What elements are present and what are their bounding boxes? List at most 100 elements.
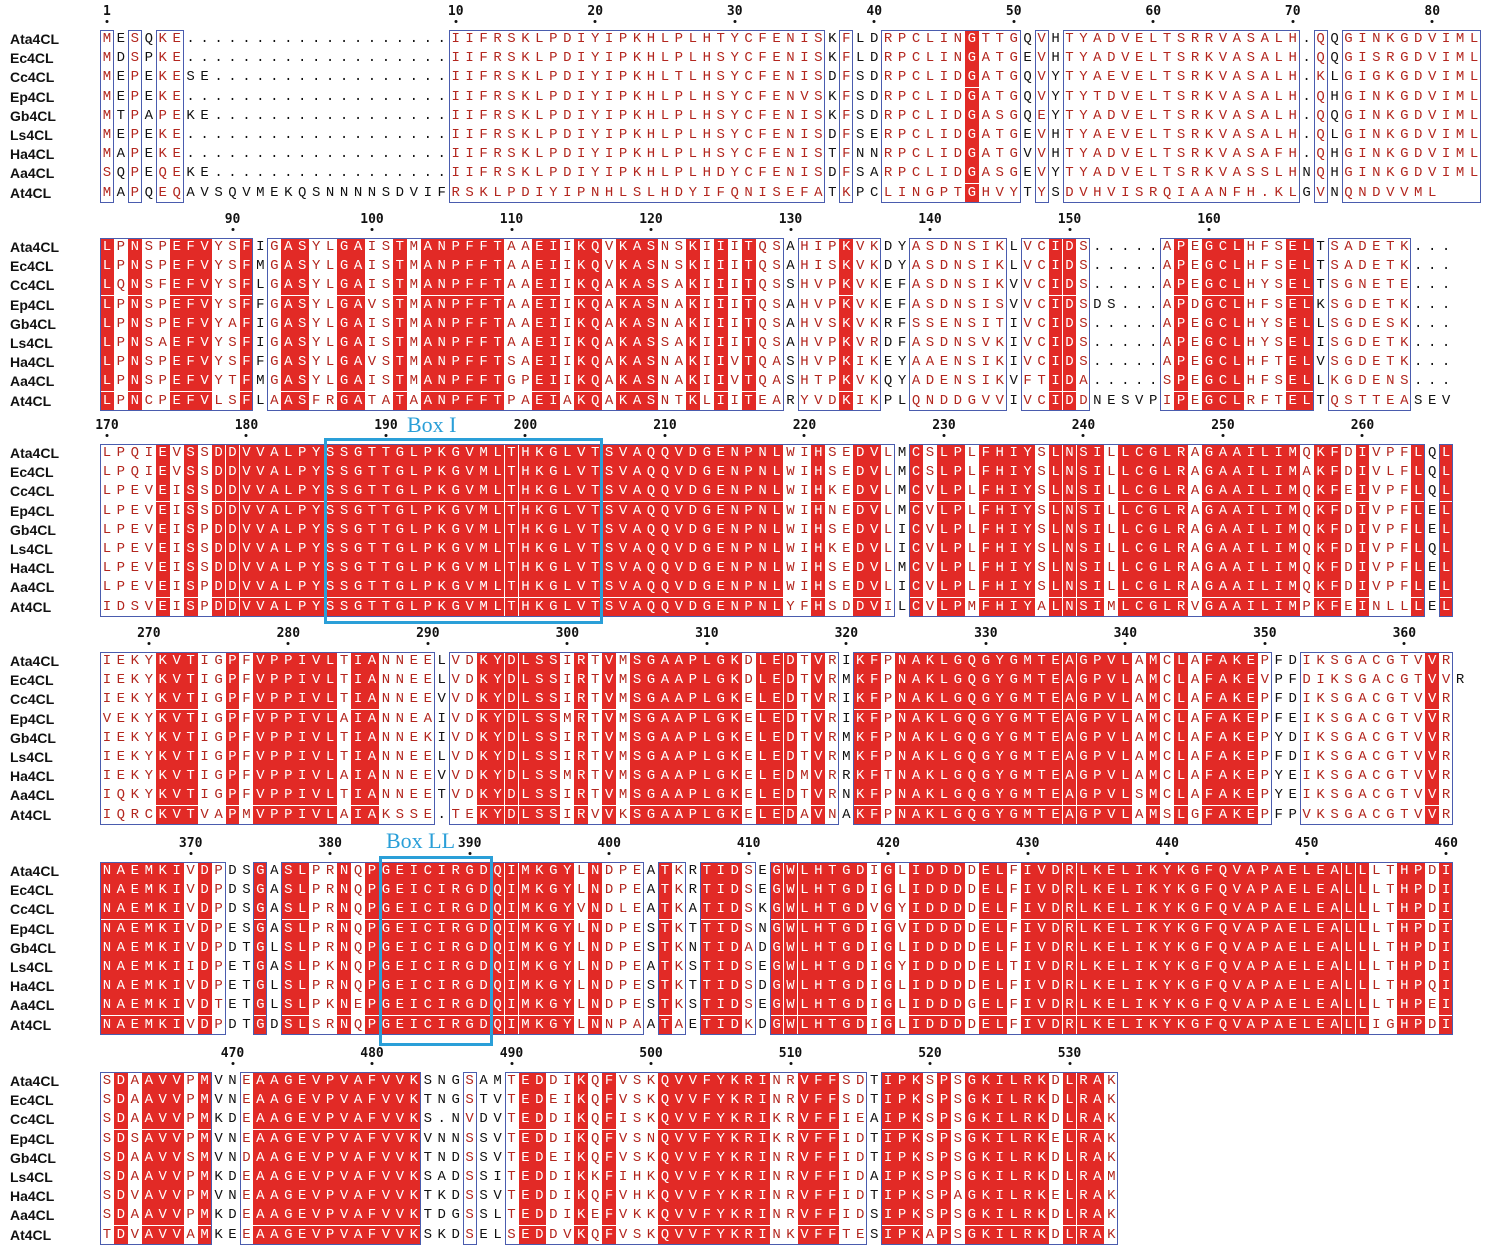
- residue: F: [184, 257, 198, 276]
- residue: L: [965, 559, 979, 578]
- residue: A: [281, 296, 295, 315]
- residue: P: [1258, 729, 1272, 748]
- residue: K: [616, 257, 630, 276]
- residue: A: [630, 334, 644, 353]
- residue: S: [1077, 521, 1091, 540]
- residue: Y: [309, 540, 323, 559]
- residue: L: [1439, 578, 1453, 597]
- residue: V: [1104, 806, 1118, 825]
- residue: A: [128, 1110, 142, 1129]
- alignment-row: Gb4CL L P E V E I S P D D V V A L P Y S S G T T G L P K G V M L T H K G L V…: [0, 521, 1491, 540]
- residue: A: [365, 671, 379, 690]
- residue: K: [1090, 900, 1104, 919]
- residue: L: [937, 690, 951, 709]
- residue: E: [1286, 939, 1300, 958]
- residue: S: [281, 958, 295, 977]
- residue: L: [532, 49, 546, 68]
- residue: I: [170, 559, 184, 578]
- residue: P: [546, 88, 560, 107]
- alignment-row: Aa4CL N A E M K I V D T E T G L S L P K N E P G E I C I R G D Q I M K G Y L…: [0, 996, 1491, 1015]
- residue: P: [281, 690, 295, 709]
- residue: E: [742, 786, 756, 805]
- residue: I: [100, 729, 114, 748]
- residue: P: [616, 996, 630, 1015]
- residue: Y: [1160, 939, 1174, 958]
- residue: D: [881, 238, 895, 257]
- residue: S: [1272, 372, 1286, 391]
- residue: S: [1035, 559, 1049, 578]
- residue: Y: [309, 559, 323, 578]
- residue: A: [351, 1091, 365, 1110]
- residue: A: [630, 521, 644, 540]
- residue: S: [1328, 238, 1342, 257]
- residue: I: [100, 767, 114, 786]
- residue: A: [602, 353, 616, 372]
- residue: E: [170, 334, 184, 353]
- residue: L: [1077, 862, 1091, 881]
- residue: L: [1300, 276, 1314, 295]
- residue: F: [1202, 881, 1216, 900]
- residue: .: [1439, 353, 1453, 372]
- residue: A: [351, 296, 365, 315]
- residue: E: [142, 68, 156, 87]
- residue: V: [1369, 482, 1383, 501]
- residue: N: [756, 502, 770, 521]
- residue: G: [839, 900, 853, 919]
- residue: L: [923, 49, 937, 68]
- residue: E: [742, 710, 756, 729]
- residue: K: [477, 710, 491, 729]
- residue: .: [240, 126, 254, 145]
- residue: V: [811, 353, 825, 372]
- residue: G: [1146, 559, 1160, 578]
- residue: R: [323, 1016, 337, 1035]
- residue: E: [128, 482, 142, 501]
- residue: L: [881, 463, 895, 482]
- residue: Y: [142, 710, 156, 729]
- residue: L: [1439, 540, 1453, 559]
- residue: T: [1383, 296, 1397, 315]
- residue: R: [323, 881, 337, 900]
- residue: M: [798, 767, 812, 786]
- residue: V: [602, 710, 616, 729]
- residue: D: [1286, 748, 1300, 767]
- residue: .: [281, 145, 295, 164]
- residue: G: [1342, 68, 1356, 87]
- residue: D: [1425, 1016, 1439, 1035]
- residue: T: [700, 920, 714, 939]
- residue: N: [365, 184, 379, 203]
- residue: L: [700, 652, 714, 671]
- residue: Q: [351, 939, 365, 958]
- residue: V: [1118, 107, 1132, 126]
- residue: L: [1077, 881, 1091, 900]
- position-tick-label: 270: [137, 626, 160, 641]
- residue: A: [672, 353, 686, 372]
- residue: V: [1021, 238, 1035, 257]
- residue: S: [770, 296, 784, 315]
- residue: Q: [658, 463, 672, 482]
- residue: A: [1272, 939, 1286, 958]
- residue: V: [309, 690, 323, 709]
- residue: .: [295, 126, 309, 145]
- residue: A: [909, 257, 923, 276]
- residue: A: [407, 392, 421, 411]
- residue: G: [1342, 710, 1356, 729]
- residue: A: [909, 353, 923, 372]
- residue: I: [505, 996, 519, 1015]
- residue: L: [1467, 126, 1481, 145]
- residue: F: [1202, 862, 1216, 881]
- residue: V: [309, 1072, 323, 1091]
- residue: A: [1244, 900, 1258, 919]
- residue: P: [114, 444, 128, 463]
- residue: D: [560, 30, 574, 49]
- residue: .: [281, 107, 295, 126]
- position-tick-dot: [747, 852, 750, 855]
- residue: I: [100, 786, 114, 805]
- residue: E: [1286, 315, 1300, 334]
- residue: E: [1188, 372, 1202, 391]
- residue: L: [1230, 238, 1244, 257]
- residue: F: [240, 748, 254, 767]
- residue: .: [1118, 257, 1132, 276]
- residue: I: [295, 806, 309, 825]
- residue: P: [1258, 767, 1272, 786]
- residue: I: [560, 1130, 574, 1149]
